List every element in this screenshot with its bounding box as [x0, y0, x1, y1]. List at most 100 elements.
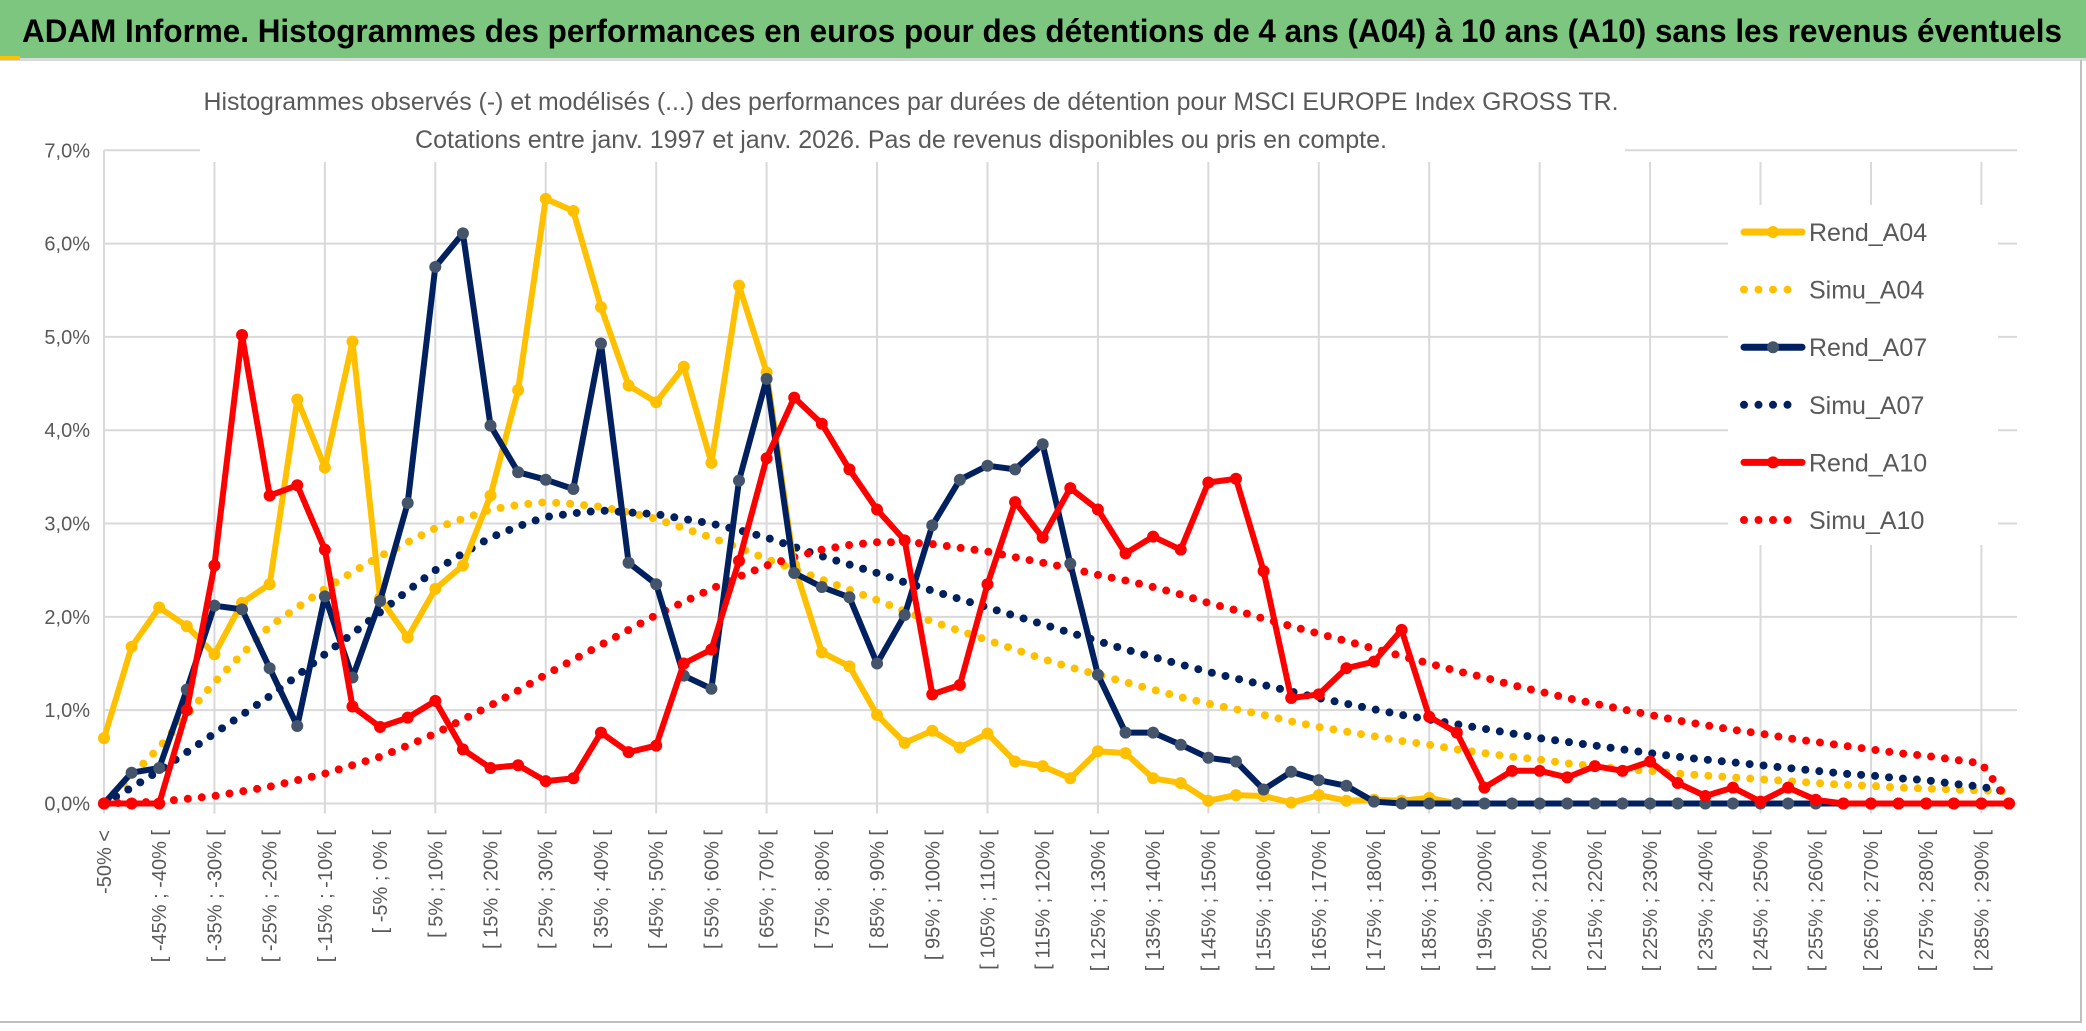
banner-title: ADAM Informe. Histogrammes des performan…: [22, 13, 2062, 49]
data-point: [677, 657, 690, 670]
data-point: [208, 599, 221, 612]
chart-title: Histogrammes observés (-) et modélisés (…: [204, 88, 1619, 116]
x-tick-label: [ 285% ; 290% [: [1971, 830, 1993, 972]
data-point: [401, 711, 414, 724]
data-point: [125, 766, 138, 779]
data-point: [1450, 726, 1463, 739]
data-point: [594, 726, 607, 739]
x-tick-label: [ 135% ; 140% [: [1143, 830, 1165, 972]
x-tick-label: [ 165% ; 170% [: [1309, 830, 1331, 972]
x-tick-label: [ 25% ; 30% [: [536, 830, 558, 949]
data-point: [484, 489, 497, 502]
data-point: [1782, 781, 1795, 794]
data-point: [1202, 794, 1215, 807]
x-tick-label: [ 275% ; 280% [: [1916, 830, 1938, 972]
legend-label: Simu_A04: [1809, 277, 1924, 305]
data-point: [926, 724, 939, 737]
data-point: [512, 759, 525, 772]
x-tick-label: [ 245% ; 250% [: [1751, 830, 1773, 972]
observed-line: [101, 230, 2009, 807]
data-point: [1229, 789, 1242, 802]
data-point: [263, 489, 276, 502]
y-tick-label: 7,0%: [44, 140, 90, 162]
data-point: [1174, 776, 1187, 789]
data-point: [1864, 797, 1877, 810]
data-point: [567, 204, 580, 217]
data-point: [677, 360, 690, 373]
data-point: [1726, 797, 1739, 810]
data-point: [374, 595, 387, 608]
series-Rend_A07: [98, 227, 2015, 810]
data-point: [346, 335, 359, 348]
y-tick-label: 6,0%: [44, 234, 90, 256]
data-point: [705, 682, 718, 695]
data-point: [981, 578, 994, 591]
chart-subtitle: Cotations entre janv. 1997 et janv. 2026…: [415, 126, 1387, 154]
data-point: [1588, 797, 1601, 810]
x-tick-label: [ -15% ; -10% [: [315, 830, 337, 963]
data-point: [456, 743, 469, 756]
legend-item: Simu_A07: [1740, 392, 1924, 420]
x-tick-label: [ 55% ; 60% [: [701, 830, 723, 949]
data-point: [843, 660, 856, 673]
data-point: [1561, 771, 1574, 784]
x-tick-label: [ -45% ; -40% [: [149, 830, 171, 963]
data-point: [374, 720, 387, 733]
data-point: [1009, 463, 1022, 476]
data-point: [1561, 797, 1574, 810]
data-point: [1478, 797, 1491, 810]
data-point: [1533, 797, 1546, 810]
data-point: [1395, 797, 1408, 810]
data-point: [1202, 751, 1215, 764]
legend-label: Rend_A04: [1809, 219, 1927, 247]
data-point: [291, 393, 304, 406]
data-point: [843, 463, 856, 476]
legend-item: Rend_A07: [1740, 334, 1927, 362]
data-point: [1147, 772, 1160, 785]
data-point: [567, 483, 580, 496]
data-point: [953, 473, 966, 486]
x-tick-label: [ -25% ; -20% [: [260, 830, 282, 963]
data-point: [981, 727, 994, 740]
legend-marker: [1767, 341, 1779, 354]
data-point: [898, 609, 911, 622]
data-point: [539, 775, 552, 788]
data-point: [733, 554, 745, 567]
x-tick-label: [ 75% ; 80% [: [812, 830, 834, 949]
data-point: [1312, 789, 1325, 802]
legend-label: Rend_A10: [1809, 449, 1927, 477]
data-point: [291, 720, 304, 733]
data-point: [926, 688, 939, 701]
y-axis-ticks: 0,0% 1,0% 2,0% 3,0% 4,0% 5,0% 6,0% 7,0%: [44, 140, 90, 815]
x-tick-label: [ 235% ; 240% [: [1695, 830, 1717, 972]
x-tick-label: [ 225% ; 230% [: [1640, 830, 1662, 972]
data-point: [208, 648, 221, 661]
simulated-curve: [100, 498, 2013, 808]
data-point: [650, 396, 663, 409]
data-point: [843, 591, 856, 604]
data-point: [594, 337, 607, 350]
simulated-curve: [100, 538, 2013, 808]
series-Simu_A10: [100, 538, 2013, 808]
data-point: [1036, 438, 1049, 451]
data-point: [760, 452, 773, 465]
y-tick-label: 5,0%: [44, 327, 90, 349]
x-tick-label: [ -35% ; -30% [: [204, 830, 226, 963]
data-point: [318, 461, 331, 474]
data-point: [926, 519, 939, 532]
data-point: [1036, 531, 1049, 544]
x-tick-label: [ 115% ; 120% [: [1033, 830, 1055, 970]
data-point: [1119, 726, 1132, 739]
data-point: [125, 797, 138, 810]
data-point: [318, 590, 331, 603]
legend-marker: [1767, 456, 1779, 469]
data-point: [401, 497, 414, 510]
legend-label: Rend_A07: [1809, 334, 1927, 362]
data-point: [539, 192, 552, 205]
data-point: [1644, 755, 1657, 768]
data-point: [871, 657, 884, 670]
data-point: [1147, 530, 1160, 543]
legend: Rend_A04 Simu_A04 Rend_A07 Simu_A07 Rend_A10…: [1728, 205, 1998, 545]
data-point: [1506, 764, 1519, 777]
data-point: [1036, 760, 1049, 773]
